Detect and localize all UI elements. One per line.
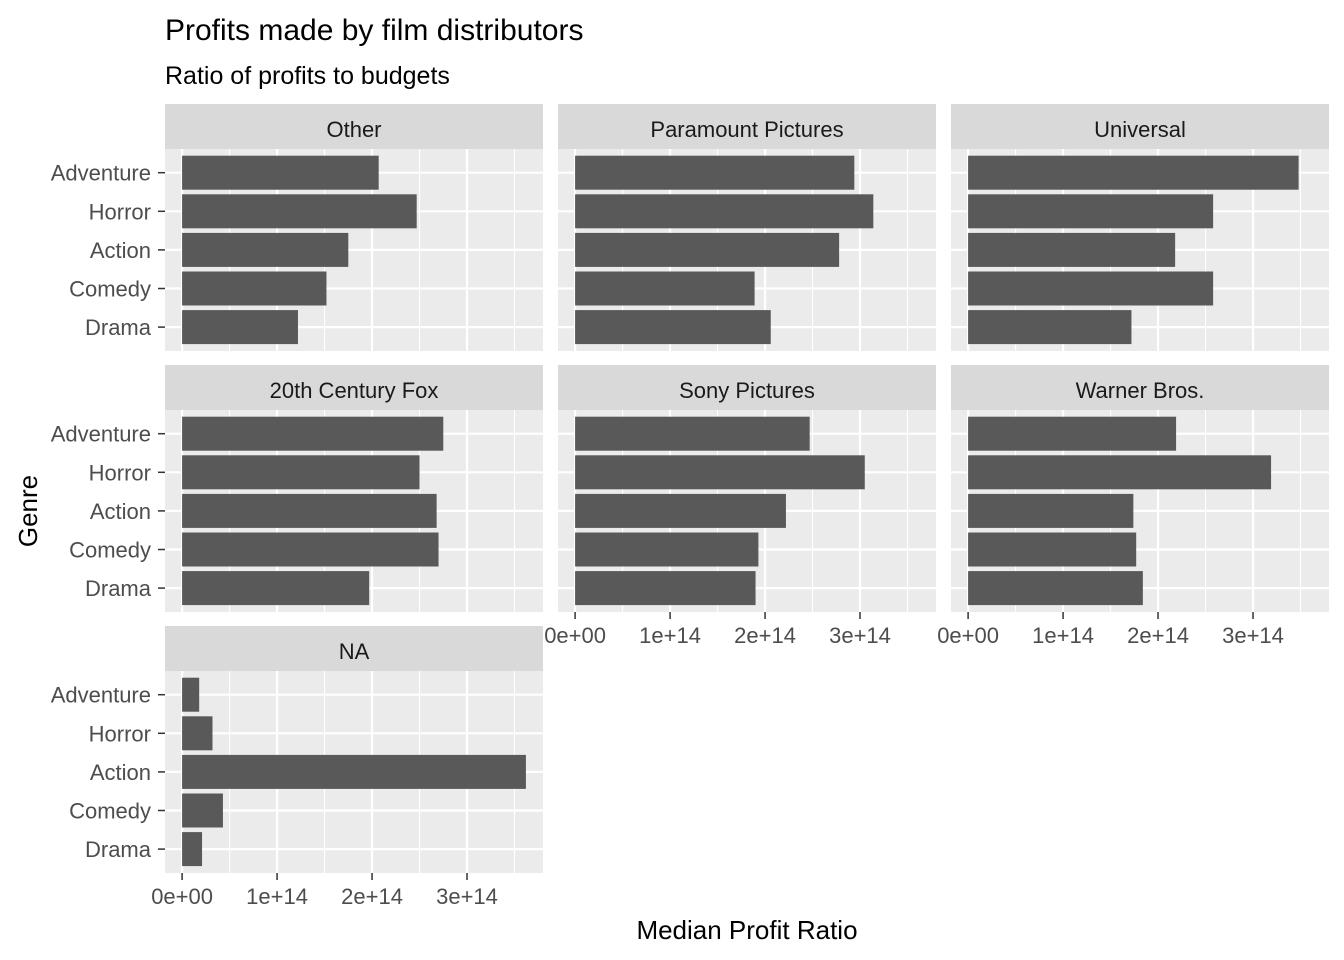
bar-action — [968, 232, 1176, 267]
facet-strip-label: 20th Century Fox — [270, 378, 439, 403]
facet-universal: Universal — [951, 104, 1329, 351]
y-tick-label: Horror — [89, 199, 151, 224]
y-tick-label: Drama — [85, 576, 152, 601]
facet-sony-pictures: Sony Pictures 0e+00 1e+14 2e+14 3e+14 — [544, 365, 936, 648]
chart-title: Profits made by film distributors — [165, 14, 583, 47]
y-tick-label: Drama — [85, 837, 152, 862]
facet-warner-bros: Warner Bros. 0e+00 1e+14 2e+14 3e+14 — [937, 365, 1329, 648]
bar-drama — [575, 310, 771, 345]
bar-action — [575, 232, 840, 267]
bar-adventure — [968, 155, 1299, 190]
bar-action — [182, 754, 526, 789]
bar-horror — [968, 194, 1214, 229]
bar-comedy — [182, 271, 327, 306]
bar-comedy — [575, 271, 755, 306]
y-tick-label: Comedy — [69, 799, 151, 824]
facet-strip-label: Sony Pictures — [679, 378, 815, 403]
y-tick-label: Comedy — [69, 277, 151, 302]
facet-panels: Other Adventure Horror Action Comedy Drama Par… — [51, 104, 1329, 909]
y-axis-title: Genre — [13, 475, 43, 547]
facet-strip — [951, 104, 1329, 149]
y-tick-label: Horror — [89, 721, 151, 746]
bar-horror — [182, 716, 213, 751]
bar-horror — [575, 455, 865, 490]
y-tick-label: Adventure — [51, 422, 151, 447]
bar-comedy — [968, 271, 1214, 306]
bar-drama — [182, 832, 203, 867]
bar-adventure — [182, 677, 200, 712]
x-tick-label: 0e+00 — [151, 884, 213, 909]
facet-strip-label: Paramount Pictures — [650, 117, 843, 142]
facet-paramount-pictures: Paramount Pictures — [558, 104, 936, 351]
bar-drama — [182, 571, 370, 606]
x-tick-label: 1e+14 — [639, 623, 701, 648]
facet-strip — [165, 104, 543, 149]
facet-strip — [165, 365, 543, 410]
bar-comedy — [182, 793, 223, 828]
bar-adventure — [182, 416, 444, 451]
bar-drama — [575, 571, 756, 606]
facet-strip-label: NA — [339, 639, 370, 664]
bar-horror — [182, 455, 420, 490]
bar-action — [182, 232, 349, 267]
facet-20th-century-fox: 20th Century Fox Adventure Horror Action Com… — [51, 365, 543, 612]
bar-horror — [182, 194, 417, 229]
bar-comedy — [968, 532, 1137, 567]
facet-strip-label: Universal — [1094, 117, 1186, 142]
bar-horror — [968, 455, 1272, 490]
y-tick-label: Horror — [89, 460, 151, 485]
bar-action — [575, 493, 786, 528]
bar-drama — [968, 310, 1132, 345]
x-tick-label: 2e+14 — [1127, 623, 1189, 648]
facet-strip — [951, 365, 1329, 410]
bar-drama — [182, 310, 298, 345]
bar-adventure — [575, 416, 810, 451]
y-tick-label: Adventure — [51, 683, 151, 708]
x-tick-label: 3e+14 — [436, 884, 498, 909]
facet-strip — [165, 626, 543, 671]
bar-comedy — [182, 532, 439, 567]
bar-adventure — [575, 155, 855, 190]
bar-action — [968, 493, 1134, 528]
x-tick-label: 2e+14 — [734, 623, 796, 648]
x-tick-label: 3e+14 — [829, 623, 891, 648]
x-tick-label: 3e+14 — [1222, 623, 1284, 648]
x-tick-label: 2e+14 — [341, 884, 403, 909]
bar-adventure — [182, 155, 379, 190]
y-tick-label: Drama — [85, 315, 152, 340]
facet-strip — [558, 365, 936, 410]
y-tick-label: Action — [90, 238, 151, 263]
y-tick-label: Action — [90, 499, 151, 524]
y-tick-label: Comedy — [69, 538, 151, 563]
bar-adventure — [968, 416, 1177, 451]
x-axis-title: Median Profit Ratio — [636, 915, 857, 945]
x-tick-label: 1e+14 — [246, 884, 308, 909]
facet-strip — [558, 104, 936, 149]
x-tick-label: 1e+14 — [1032, 623, 1094, 648]
facet-na: NA Adventure Horror Action Comedy Drama 0e+00 1… — [51, 626, 543, 909]
bar-drama — [968, 571, 1143, 606]
bar-comedy — [575, 532, 759, 567]
bar-action — [182, 493, 437, 528]
facet-strip-label: Other — [326, 117, 381, 142]
facet-strip-label: Warner Bros. — [1076, 378, 1205, 403]
chart-subtitle: Ratio of profits to budgets — [165, 62, 450, 90]
y-tick-label: Adventure — [51, 161, 151, 186]
facet-other: Other Adventure Horror Action Comedy Drama — [51, 104, 543, 351]
x-tick-label: 0e+00 — [937, 623, 999, 648]
x-tick-label: 0e+00 — [544, 623, 606, 648]
bar-horror — [575, 194, 874, 229]
y-tick-label: Action — [90, 760, 151, 785]
